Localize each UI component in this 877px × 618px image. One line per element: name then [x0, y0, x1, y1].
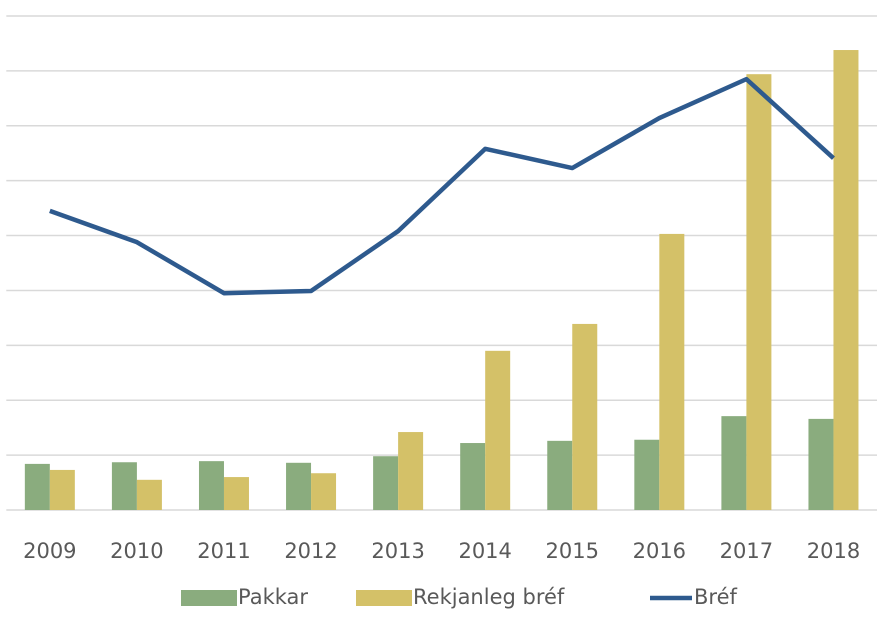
x-tick-label: 2017	[720, 539, 773, 563]
bar	[547, 440, 573, 510]
bar	[373, 456, 399, 510]
bar	[659, 233, 685, 511]
bar	[833, 50, 859, 510]
x-tick-label: 2009	[23, 539, 76, 563]
legend-label: Bréf	[694, 585, 737, 609]
x-tick-label: 2013	[371, 539, 424, 563]
legend-label: Pakkar	[238, 585, 308, 609]
bar	[111, 462, 137, 510]
bar	[136, 479, 162, 510]
bar	[634, 439, 660, 510]
bar	[485, 350, 511, 510]
bar	[721, 416, 747, 510]
bar	[398, 432, 424, 510]
bar	[49, 469, 75, 510]
x-tick-label: 2016	[633, 539, 686, 563]
bar	[572, 323, 598, 510]
legend-swatch	[356, 590, 412, 606]
legend-swatch	[181, 590, 237, 606]
bar	[808, 418, 834, 510]
bar	[198, 461, 224, 510]
bar	[460, 443, 486, 510]
legend-label: Rekjanleg bréf	[413, 585, 565, 609]
x-tick-label: 2015	[546, 539, 599, 563]
x-tick-label: 2018	[807, 539, 860, 563]
bar	[24, 463, 50, 510]
line	[49, 76, 835, 296]
x-tick-label: 2010	[110, 539, 163, 563]
x-tick-label: 2011	[197, 539, 250, 563]
x-tick-label: 2012	[284, 539, 337, 563]
bar	[286, 462, 312, 510]
bar	[223, 477, 249, 510]
bar	[746, 74, 772, 510]
bar	[311, 473, 337, 510]
x-tick-label: 2014	[458, 539, 511, 563]
